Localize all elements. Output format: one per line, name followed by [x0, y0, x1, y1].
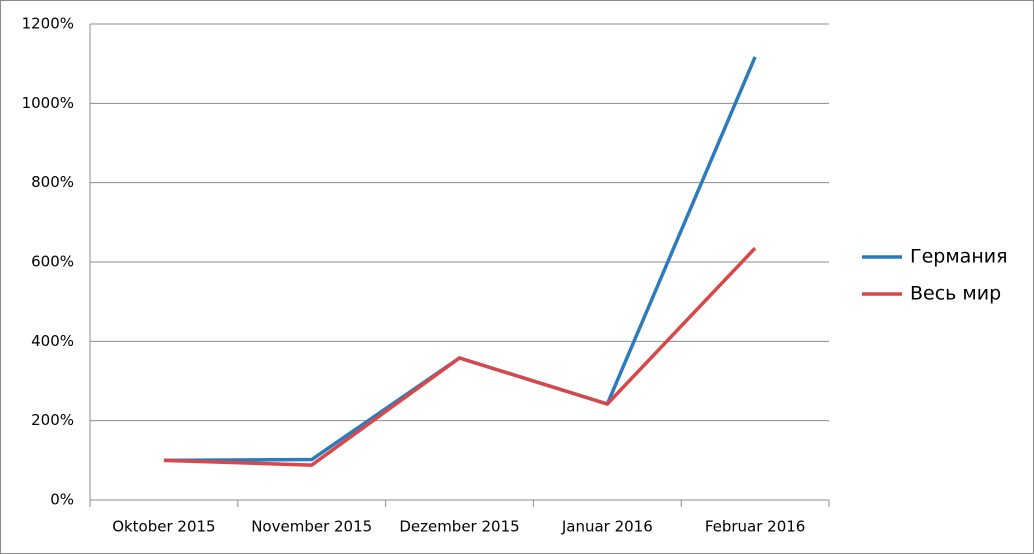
- y-tick-label: 0%: [50, 491, 74, 509]
- series-line: [163, 246, 757, 467]
- legend-label: Германия: [910, 246, 1008, 268]
- x-tick-label: Oktober 2015: [112, 518, 215, 536]
- legend-label: Весь мир: [910, 283, 1001, 305]
- y-tick-label: 600%: [31, 253, 74, 271]
- y-tick-label: 1200%: [22, 15, 74, 33]
- y-tick-label: 200%: [31, 411, 74, 429]
- x-tick-label: Februar 2016: [705, 518, 806, 536]
- y-tick-label: 1000%: [22, 94, 74, 112]
- x-tick-label: Januar 2016: [561, 518, 653, 536]
- y-tick-label: 400%: [31, 332, 74, 350]
- x-tick-label: November 2015: [251, 518, 372, 536]
- y-tick-label: 800%: [31, 173, 74, 191]
- x-tick-label: Dezember 2015: [399, 518, 519, 536]
